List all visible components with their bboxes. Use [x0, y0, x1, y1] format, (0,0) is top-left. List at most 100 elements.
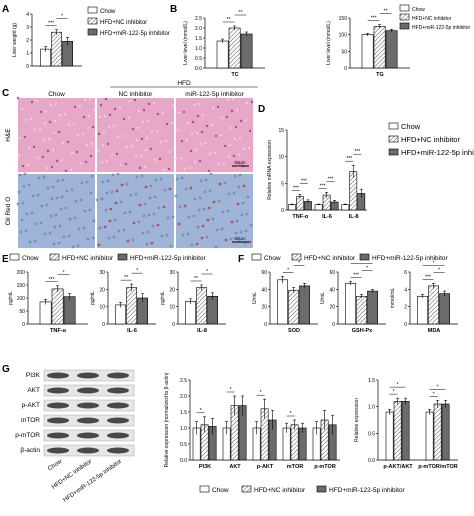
- cell-dot: [52, 131, 56, 135]
- cell-dot: [178, 205, 182, 209]
- y-tick-label: 40: [261, 287, 267, 293]
- micrograph-tile: [176, 98, 253, 172]
- cell-dot: [60, 195, 64, 199]
- cell-dot: [33, 239, 37, 243]
- sig-label: *: [437, 384, 439, 390]
- cell-dot: [233, 174, 237, 178]
- cell-dot: [100, 160, 104, 164]
- cell-dot: [238, 173, 242, 177]
- cell-dot: [141, 120, 145, 124]
- x-tick-label: TNF-α: [50, 328, 67, 334]
- band-label: β-actin: [20, 447, 40, 454]
- sig-label: *: [433, 260, 435, 266]
- cell-dot: [118, 106, 122, 110]
- y-tick-label: 1.5: [195, 36, 202, 42]
- cell-dot: [104, 97, 108, 101]
- cell-dot: [248, 240, 252, 244]
- scale-bar-label: 50μm: [234, 236, 246, 241]
- legend-swatch: [316, 485, 327, 493]
- cell-dot: [54, 102, 58, 106]
- bar: [39, 301, 52, 325]
- y-tick-label: 0: [22, 322, 25, 328]
- legend-swatch: [87, 6, 98, 14]
- legend-swatch: [359, 253, 370, 261]
- scale-bar-label: 50μm: [234, 160, 246, 165]
- cell-dot: [223, 144, 227, 148]
- legend-label: HFD+NC inhibitor: [100, 20, 147, 26]
- y-tick-label: 0: [172, 322, 175, 328]
- cell-dot: [25, 212, 29, 216]
- y-tick-label: 2.5: [195, 16, 202, 22]
- cell-dot: [73, 105, 77, 109]
- x-tick-label: TC: [231, 72, 238, 78]
- cell-dot: [242, 147, 246, 151]
- cell-dot: [154, 178, 158, 182]
- cell-dot: [81, 132, 85, 136]
- cell-dot: [71, 245, 75, 249]
- cell-dot: [58, 113, 62, 117]
- cell-dot: [16, 202, 20, 206]
- cell-dot: [123, 211, 127, 215]
- cell-dot: [195, 242, 199, 246]
- cell-dot: [162, 168, 166, 172]
- legend-swatch: [199, 485, 210, 493]
- chart-G2: 0.0 0.5 1.0 1.5 Relative expression p-AKT/AKT…: [354, 378, 458, 470]
- sig-label: *: [298, 260, 300, 266]
- cell-dot: [244, 118, 248, 122]
- cell-dot: [240, 213, 244, 217]
- cell-dot: [91, 125, 95, 129]
- x-tick-label: mTOR: [287, 464, 303, 470]
- y-tick-label: 30: [169, 270, 175, 276]
- cell-dot: [103, 114, 107, 118]
- legend-swatch: [251, 253, 262, 261]
- cell-dot: [137, 109, 141, 113]
- cell-dot: [150, 130, 154, 134]
- cell-dot: [135, 138, 139, 142]
- bar: [207, 295, 218, 325]
- cell-dot: [75, 150, 79, 154]
- cell-dot: [239, 119, 243, 123]
- sig-label: *: [287, 267, 289, 273]
- histology-column-label: miR-122-5p inhibitor: [185, 91, 244, 98]
- cell-dot: [188, 166, 192, 170]
- cell-dot: [113, 107, 117, 111]
- cell-dot: [90, 142, 94, 146]
- bar: [373, 26, 386, 69]
- cell-dot: [171, 215, 175, 219]
- cell-dot: [92, 108, 96, 112]
- legend-label: HFD+miR-122-5p inhibitor: [100, 31, 170, 37]
- cell-dot: [248, 129, 252, 133]
- cell-dot: [214, 134, 218, 138]
- y-tick-label: 4: [404, 287, 407, 293]
- sig-label: *: [393, 389, 395, 395]
- cell-dot: [102, 131, 106, 135]
- cell-dot: [183, 204, 187, 208]
- cell-dot: [181, 233, 185, 237]
- cell-dot: [210, 123, 214, 127]
- cell-dot: [76, 244, 80, 248]
- bar: [356, 295, 367, 325]
- cell-dot: [135, 175, 139, 179]
- blot-band: [47, 387, 69, 394]
- y-tick-label: 30: [99, 270, 105, 276]
- cell-dot: [18, 173, 22, 177]
- y-tick-label: 0.5: [180, 442, 187, 448]
- histology-column-label: NC inhibitor: [119, 91, 154, 98]
- cell-dot: [21, 164, 25, 168]
- bar: [51, 31, 62, 67]
- cell-dot: [95, 198, 99, 202]
- cell-dot: [87, 114, 91, 118]
- cell-dot: [239, 230, 243, 234]
- y-axis-label: Relative expression: [354, 398, 360, 442]
- cell-dot: [53, 225, 57, 229]
- y-tick-label: 50: [19, 309, 25, 315]
- cell-dot: [126, 239, 130, 243]
- bar: [115, 304, 126, 325]
- y-tick-label: 20: [261, 305, 267, 311]
- micrograph-tile: [97, 98, 174, 172]
- cell-dot: [180, 176, 184, 180]
- x-tick-label: AKT: [229, 464, 241, 470]
